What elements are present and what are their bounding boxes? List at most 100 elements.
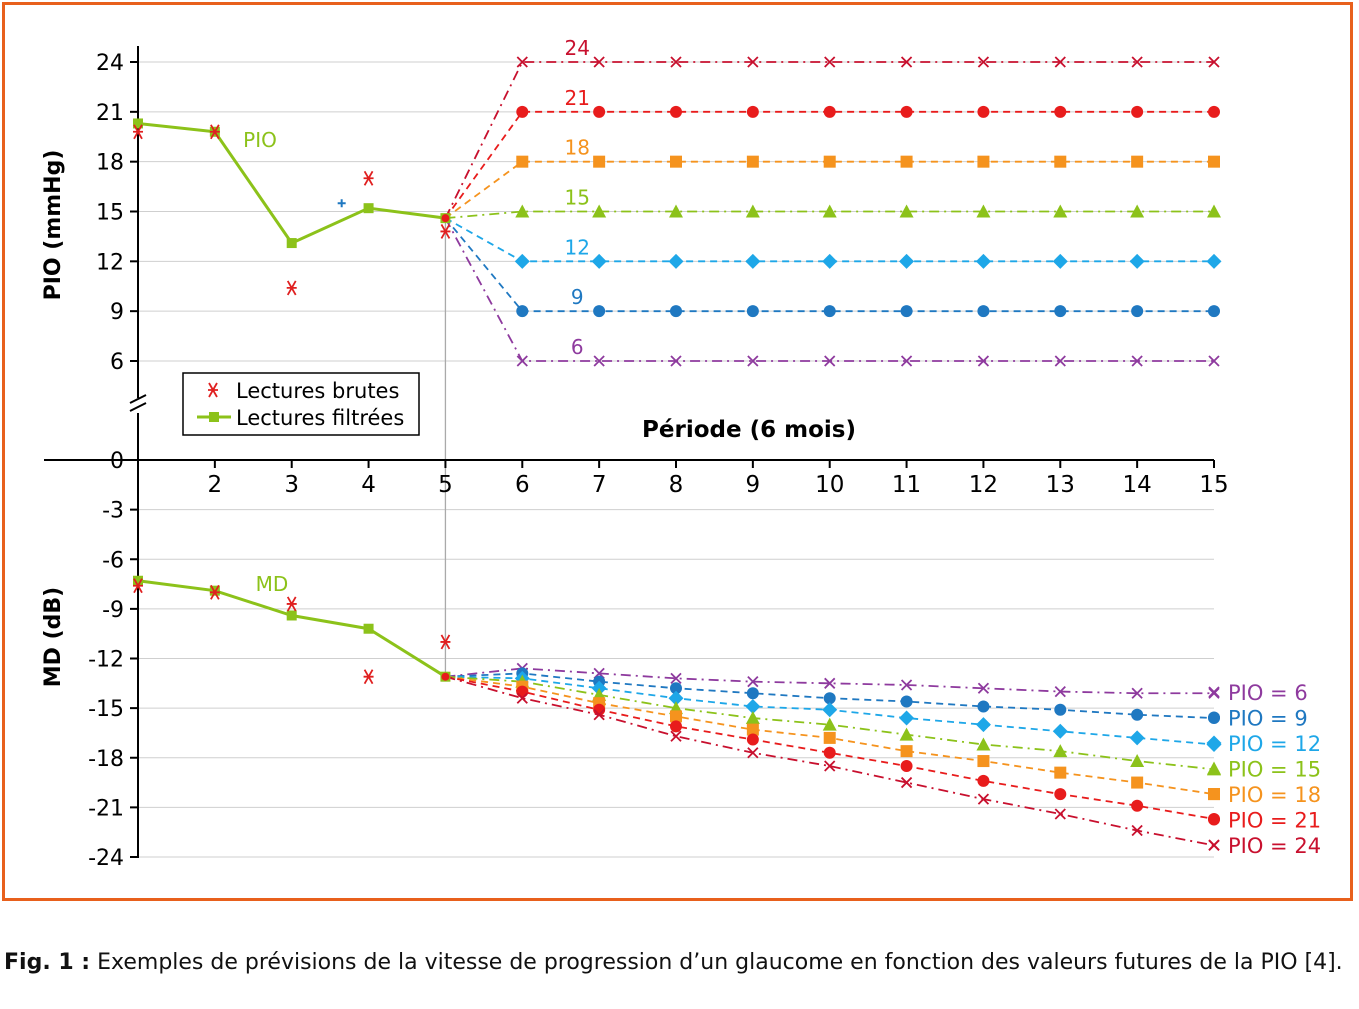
bottom-projection-point: [1131, 776, 1144, 789]
top-projection-point: [1131, 105, 1144, 118]
bottom-y-tick-label: -3: [102, 499, 124, 524]
bottom-y-tick-label: -6: [102, 548, 124, 573]
bottom-projection-point: [1131, 708, 1144, 721]
bottom-projection-point: [670, 730, 682, 742]
bottom-projection-point: [668, 690, 684, 706]
bottom-projection-point: [900, 679, 913, 691]
top-projection-point: [1208, 155, 1220, 168]
top-y-tick-label: 24: [96, 51, 124, 76]
bottom-projection-point: [824, 760, 836, 772]
x-tick-label: 10: [815, 472, 844, 498]
x-axis-title: Période (6 mois): [642, 417, 856, 443]
chart: 6 9 12 15 18 21 24 0 -3 -6 -9 -12 -15 -18 -21 -24 2 3 4 5 6 7…: [41, 36, 1321, 871]
top-projection-point: [1208, 105, 1220, 118]
top-projection-point: [1129, 253, 1145, 269]
top-extra-marker: [337, 199, 346, 208]
top-projection-point: [593, 155, 606, 168]
bottom-legend-label: PIO = 12: [1228, 732, 1321, 756]
top-projection-point: [822, 253, 838, 269]
top-projection-line: [445, 210, 1214, 220]
x-tick-label: 12: [969, 472, 998, 498]
axis-break: [129, 394, 147, 412]
legend-entry-label: Lectures filtrées: [236, 406, 404, 430]
x-tick-label: 8: [669, 472, 684, 498]
top-projection-point: [668, 253, 684, 269]
bottom-projection-point: [976, 737, 991, 751]
top-projection-point: [900, 155, 913, 168]
bottom-projection-line: [445, 675, 1215, 820]
top-y-tick-label: 15: [96, 201, 124, 226]
bottom-y-tick-label: -24: [88, 846, 124, 871]
bottom-projection-point: [824, 677, 836, 689]
top-projection-line: [444, 217, 1214, 362]
top-projection-point: [516, 155, 529, 168]
bottom-projection-point: [670, 682, 682, 695]
x-tick-label: 13: [1046, 472, 1075, 498]
bottom-legend-label: PIO = 21: [1228, 809, 1321, 833]
top-projection-point: [823, 155, 836, 168]
bottom-raw-point: [286, 596, 297, 612]
bottom-projection-point: [1054, 703, 1067, 716]
top-projection-point: [746, 155, 759, 168]
bottom-projection-point: [746, 687, 759, 700]
bottom-projection-point: [1131, 824, 1143, 837]
legend-box: [182, 372, 420, 436]
bottom-projection-point: [899, 710, 915, 726]
top-projection-point: [1052, 253, 1068, 269]
top-y-tick-label: 18: [96, 151, 124, 176]
bottom-projection-point: [900, 695, 913, 708]
top-projection-point: [977, 155, 990, 168]
top-projection-line: [444, 61, 1214, 219]
legend-filtered-marker: [209, 412, 219, 422]
top-filtered-line: [137, 121, 446, 245]
bottom-projection-point: [1131, 687, 1143, 699]
top-projection-point: [1206, 253, 1222, 269]
top-projection-point: [516, 105, 529, 118]
x-tick-label: 15: [1199, 472, 1228, 498]
bottom-projection-point: [977, 700, 990, 713]
bottom-projection-line: [445, 667, 1214, 695]
top-projection-line: [444, 217, 1214, 263]
bottom-legend-label: PIO = 15: [1228, 758, 1321, 782]
legend-raw-marker: [208, 382, 218, 398]
top-projection-point: [746, 105, 759, 118]
bottom-legend-marker: [1208, 686, 1220, 698]
bottom-projection-point: [1130, 754, 1145, 768]
bottom-filtered-point: [286, 610, 297, 621]
top-filtered-point: [286, 238, 297, 249]
top-projection-point: [977, 105, 990, 118]
top-projection-point: [823, 305, 836, 318]
bottom-projection-point: [899, 727, 914, 741]
bottom-projection-point: [1131, 799, 1144, 812]
top-projection-point: [1131, 56, 1143, 68]
top-projection-label: 18: [565, 136, 590, 160]
top-projection-label: 12: [565, 235, 590, 259]
bottom-projection-point: [822, 717, 837, 731]
figure-frame: [2, 2, 1353, 901]
bottom-projection-point: [822, 702, 838, 718]
x-tick-label: 2: [208, 472, 223, 498]
bottom-projection-line: [445, 675, 1215, 847]
top-projection-point: [669, 204, 683, 218]
bottom-projection-point: [745, 698, 761, 714]
top-projection-point: [899, 204, 914, 218]
bottom-raw-point: [363, 669, 374, 685]
bottom-legend-marker: [1208, 788, 1220, 800]
top-projection-point: [1208, 56, 1220, 68]
top-projection-point: [824, 56, 836, 68]
top-projection-point: [1054, 56, 1066, 68]
top-projection-point: [516, 305, 529, 318]
top-projection-line: [444, 217, 1214, 313]
top-projection-point: [977, 56, 990, 68]
bottom-projection-point: [670, 720, 682, 733]
caption-text: Exemples de prévisions de la vitesse de …: [97, 950, 1343, 975]
top-projection-point: [747, 355, 759, 367]
top-projection-point: [747, 56, 759, 68]
top-projection-point: [593, 105, 606, 118]
top-projection-point: [900, 56, 913, 68]
top-projection-point: [515, 204, 530, 218]
top-raw-point: [209, 124, 220, 140]
bottom-filtered-point: [363, 623, 374, 634]
top-projection-point: [1054, 155, 1067, 168]
bottom-projection-point: [1054, 685, 1066, 698]
